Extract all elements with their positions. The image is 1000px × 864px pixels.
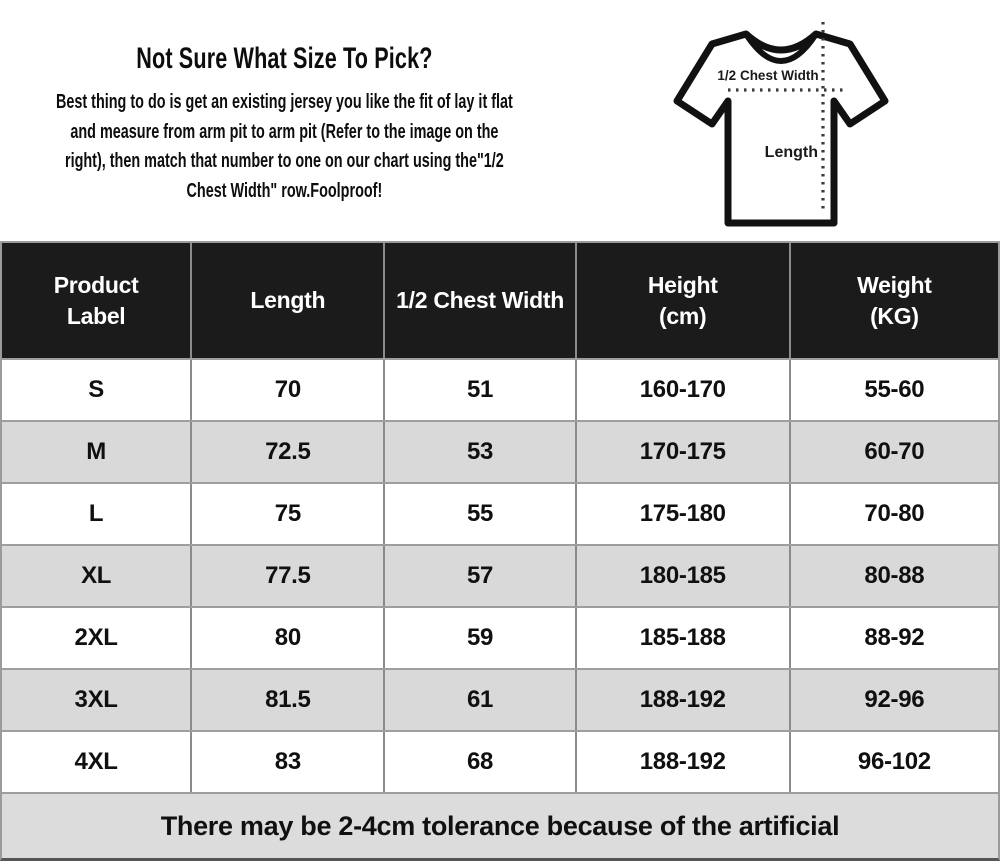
chest-width-cell: 68 [385,732,577,792]
length-cell: 72.5 [192,422,386,482]
length-cell: 83 [192,732,386,792]
weight-cell: 55-60 [864,376,925,403]
table-header-row: Product Label Length 1/2 Chest Width Hei… [2,243,998,358]
height-cell: 185-188 [577,608,791,668]
weight-cell: 96-102 [857,748,931,775]
intro-line-3: right), then match that number to one on… [64,150,504,172]
intro-text-block: Not Sure What Size To Pick? Best thing t… [0,42,569,206]
length-label: Length [765,144,818,161]
header-cell-weight: Weight (KG) [857,271,932,329]
chest-width-cell: 55 [385,484,577,544]
intro-line-4: Chest Width" row.Foolproof! [186,179,383,202]
chest-width-cell: 53 [385,422,577,482]
weight-cell: 80-88 [864,562,925,589]
table-row-4xl: 4XL 83 68 188-192 96-102 [2,730,998,792]
size-chart-table: Product Label Length 1/2 Chest Width Hei… [0,241,1000,861]
table-row-l: L 75 55 175-180 70-80 [2,482,998,544]
weight-cell: 70-80 [864,500,925,527]
tshirt-svg: 1/2 Chest Width Length [673,22,889,227]
intro-line-2: and measure from arm pit to arm pit (Ref… [70,120,499,143]
header-cell-height: Height (cm) [577,243,791,358]
size-label-cell: S [2,360,193,420]
header-cell-length: Length [192,243,386,358]
size-label-cell: L [2,484,193,544]
chest-width-cell: 61 [385,670,577,730]
size-label-cell: 4XL [2,732,193,792]
size-label-cell: 3XL [2,670,193,730]
intro-line-1: Best thing to do is get an existing jers… [55,91,513,113]
header-cell-chest-width: 1/2 Chest Width [385,243,577,358]
height-cell: 188-192 [577,670,791,730]
size-label-cell: M [2,422,193,482]
height-cell: 188-192 [577,732,791,792]
table-row-3xl: 3XL 81.5 61 188-192 92-96 [2,668,998,730]
height-cell: 160-170 [577,360,791,420]
table-row-s: S 70 51 160-170 55-60 [2,358,998,420]
size-label-cell: 2XL [2,608,193,668]
length-cell: 75 [192,484,386,544]
weight-cell: 92-96 [864,686,925,713]
collar-icon [743,32,819,64]
chest-width-cell: 51 [385,360,577,420]
height-cell: 180-185 [577,546,791,606]
length-cell: 70 [192,360,386,420]
weight-cell: 88-92 [864,624,925,651]
length-cell: 80 [192,608,386,668]
length-cell: 81.5 [192,670,386,730]
height-cell: 170-175 [577,422,791,482]
tshirt-diagram: 1/2 Chest Width Length [672,4,890,230]
chest-width-label: 1/2 Chest Width [717,68,818,83]
length-cell: 77.5 [192,546,386,606]
tolerance-note: There may be 2-4cm tolerance because of … [2,792,998,858]
size-label-cell: XL [2,546,193,606]
weight-cell: 60-70 [864,438,925,465]
page-title: Not Sure What Size To Pick? [136,42,433,75]
chest-width-cell: 59 [385,608,577,668]
header-cell-product-label: Product Label [2,243,193,358]
table-row-xl: XL 77.5 57 180-185 80-88 [2,544,998,606]
table-row-2xl: 2XL 80 59 185-188 88-92 [2,606,998,668]
table-row-m: M 72.5 53 170-175 60-70 [2,420,998,482]
chest-width-cell: 57 [385,546,577,606]
height-cell: 175-180 [577,484,791,544]
